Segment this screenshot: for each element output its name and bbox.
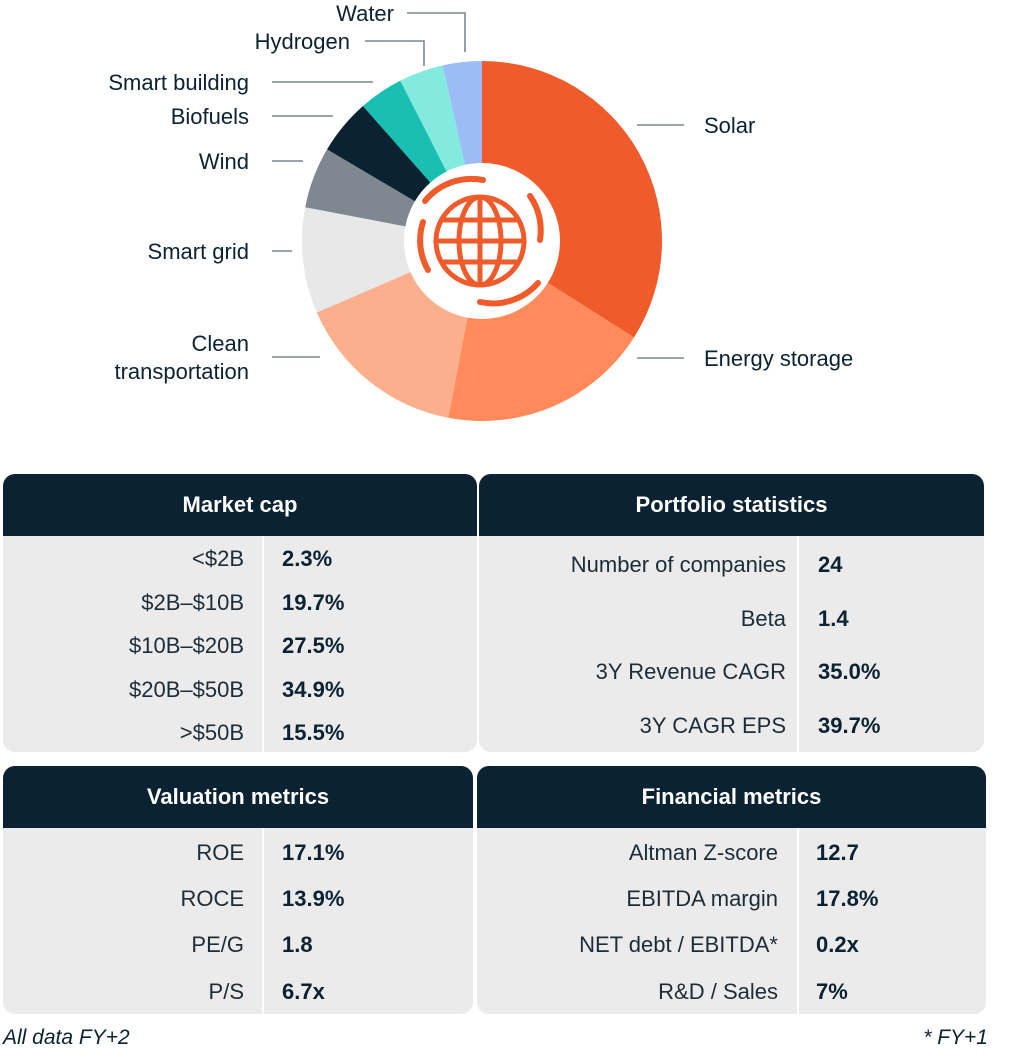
slice-label: Smart grid — [148, 239, 249, 264]
portfolio-statistics-title: Portfolio statistics — [479, 474, 984, 536]
row-label: 3Y Revenue CAGR — [595, 659, 786, 684]
financial-metrics-divider — [797, 828, 799, 1014]
row-value: 39.7% — [818, 713, 881, 738]
row-value: 2.3% — [282, 546, 333, 571]
row-label: 3Y CAGR EPS — [639, 713, 786, 738]
row-value: 34.9% — [282, 677, 345, 702]
financial-metrics-panel: Financial metrics Altman Z-score 12.7 EBI… — [477, 766, 986, 1014]
donut-slice-energy-storage — [448, 282, 634, 421]
donut-slice-solar — [482, 61, 663, 338]
footnote-left: All data FY+2 — [3, 1026, 130, 1049]
market-cap-title: Market cap — [3, 474, 477, 536]
financial-metrics-body: Altman Z-score 12.7 EBITDA margin 17.8% NE… — [477, 828, 986, 1014]
row-label: <$2B — [192, 546, 244, 571]
valuation-metrics-title: Valuation metrics — [3, 766, 473, 828]
slice-label: Biofuels — [171, 104, 249, 129]
valuation-metrics-body: ROE 17.1% ROCE 13.9% PE/G 1.8 P/S 6.7x — [3, 828, 473, 1014]
portfolio-statistics-body: Number of companies 24 Beta 1.4 3Y Revenue… — [479, 536, 984, 752]
row-label: NET debt / EBITDA* — [579, 932, 778, 957]
row-value: 17.1% — [282, 840, 345, 865]
row-value: 1.4 — [818, 606, 849, 631]
portfolio-statistics-divider — [797, 536, 799, 752]
valuation-metrics-divider — [262, 828, 264, 1014]
row-value: 7% — [816, 979, 848, 1004]
market-cap-divider — [262, 536, 264, 752]
slice-label: Water — [336, 1, 394, 26]
footnote-right: * FY+1 — [923, 1026, 988, 1049]
row-value: 27.5% — [282, 633, 345, 658]
slice-label: Clean transportation — [114, 331, 249, 384]
row-label: R&D / Sales — [658, 979, 778, 1004]
valuation-metrics-panel: Valuation metrics ROE 17.1% ROCE 13.9% PE/… — [3, 766, 473, 1014]
slice-label: Energy storage — [704, 346, 853, 371]
globe-icon — [417, 175, 544, 307]
row-label: Altman Z-score — [628, 840, 778, 865]
financial-metrics-title: Financial metrics — [477, 766, 986, 828]
donut-slice-wind — [305, 149, 415, 227]
row-value: 12.7 — [816, 840, 859, 865]
label-leaders — [272, 12, 684, 359]
row-value: 13.9% — [282, 886, 345, 911]
market-cap-body: <$2B 2.3% $2B–$10B 19.7% $10B–$20B 27.5% $2… — [3, 536, 477, 752]
slice-label: Hydrogen — [255, 29, 350, 54]
row-value: 6.7x — [282, 979, 325, 1004]
row-label: >$50B — [179, 720, 244, 745]
row-label: Number of companies — [570, 552, 786, 577]
donut-slices — [302, 61, 663, 421]
row-value: 35.0% — [818, 659, 881, 684]
slice-label: Smart building — [108, 70, 249, 95]
row-value: 19.7% — [282, 590, 345, 615]
row-label: ROCE — [180, 886, 244, 911]
row-label: Beta — [740, 606, 786, 631]
row-value: 24 — [818, 552, 843, 577]
slice-label: Solar — [704, 113, 755, 138]
row-label: PE/G — [191, 932, 244, 957]
portfolio-statistics-panel: Portfolio statistics Number of companies… — [479, 474, 984, 752]
slice-labels: Solar Energy storage Clean transportation Sm… — [108, 1, 853, 384]
donut-slice-hydrogen — [400, 65, 465, 172]
leader-line — [365, 40, 425, 66]
row-label: EBITDA margin — [626, 886, 778, 911]
market-cap-panel: Market cap <$2B 2.3% $2B–$10B 19.7% $10B–$… — [3, 474, 477, 752]
slice-label: Wind — [199, 149, 249, 174]
row-value: 1.8 — [282, 932, 313, 957]
leader-line — [407, 12, 466, 52]
donut-slice-smart-grid — [302, 207, 411, 313]
donut-slice-biofuels — [327, 105, 431, 202]
row-value: 15.5% — [282, 720, 345, 745]
donut-slice-water — [442, 61, 482, 165]
row-value: 0.2x — [816, 932, 859, 957]
row-label: $10B–$20B — [129, 633, 244, 658]
row-label: $2B–$10B — [141, 590, 244, 615]
row-label: ROE — [196, 840, 244, 865]
donut-chart: Solar Energy storage Clean transportation Sm… — [108, 1, 853, 421]
row-value: 17.8% — [816, 886, 879, 911]
row-label: $20B–$50B — [129, 677, 244, 702]
donut-slice-smart-building — [362, 80, 447, 183]
row-label: P/S — [208, 979, 244, 1004]
donut-slice-clean-transportation — [316, 271, 468, 418]
